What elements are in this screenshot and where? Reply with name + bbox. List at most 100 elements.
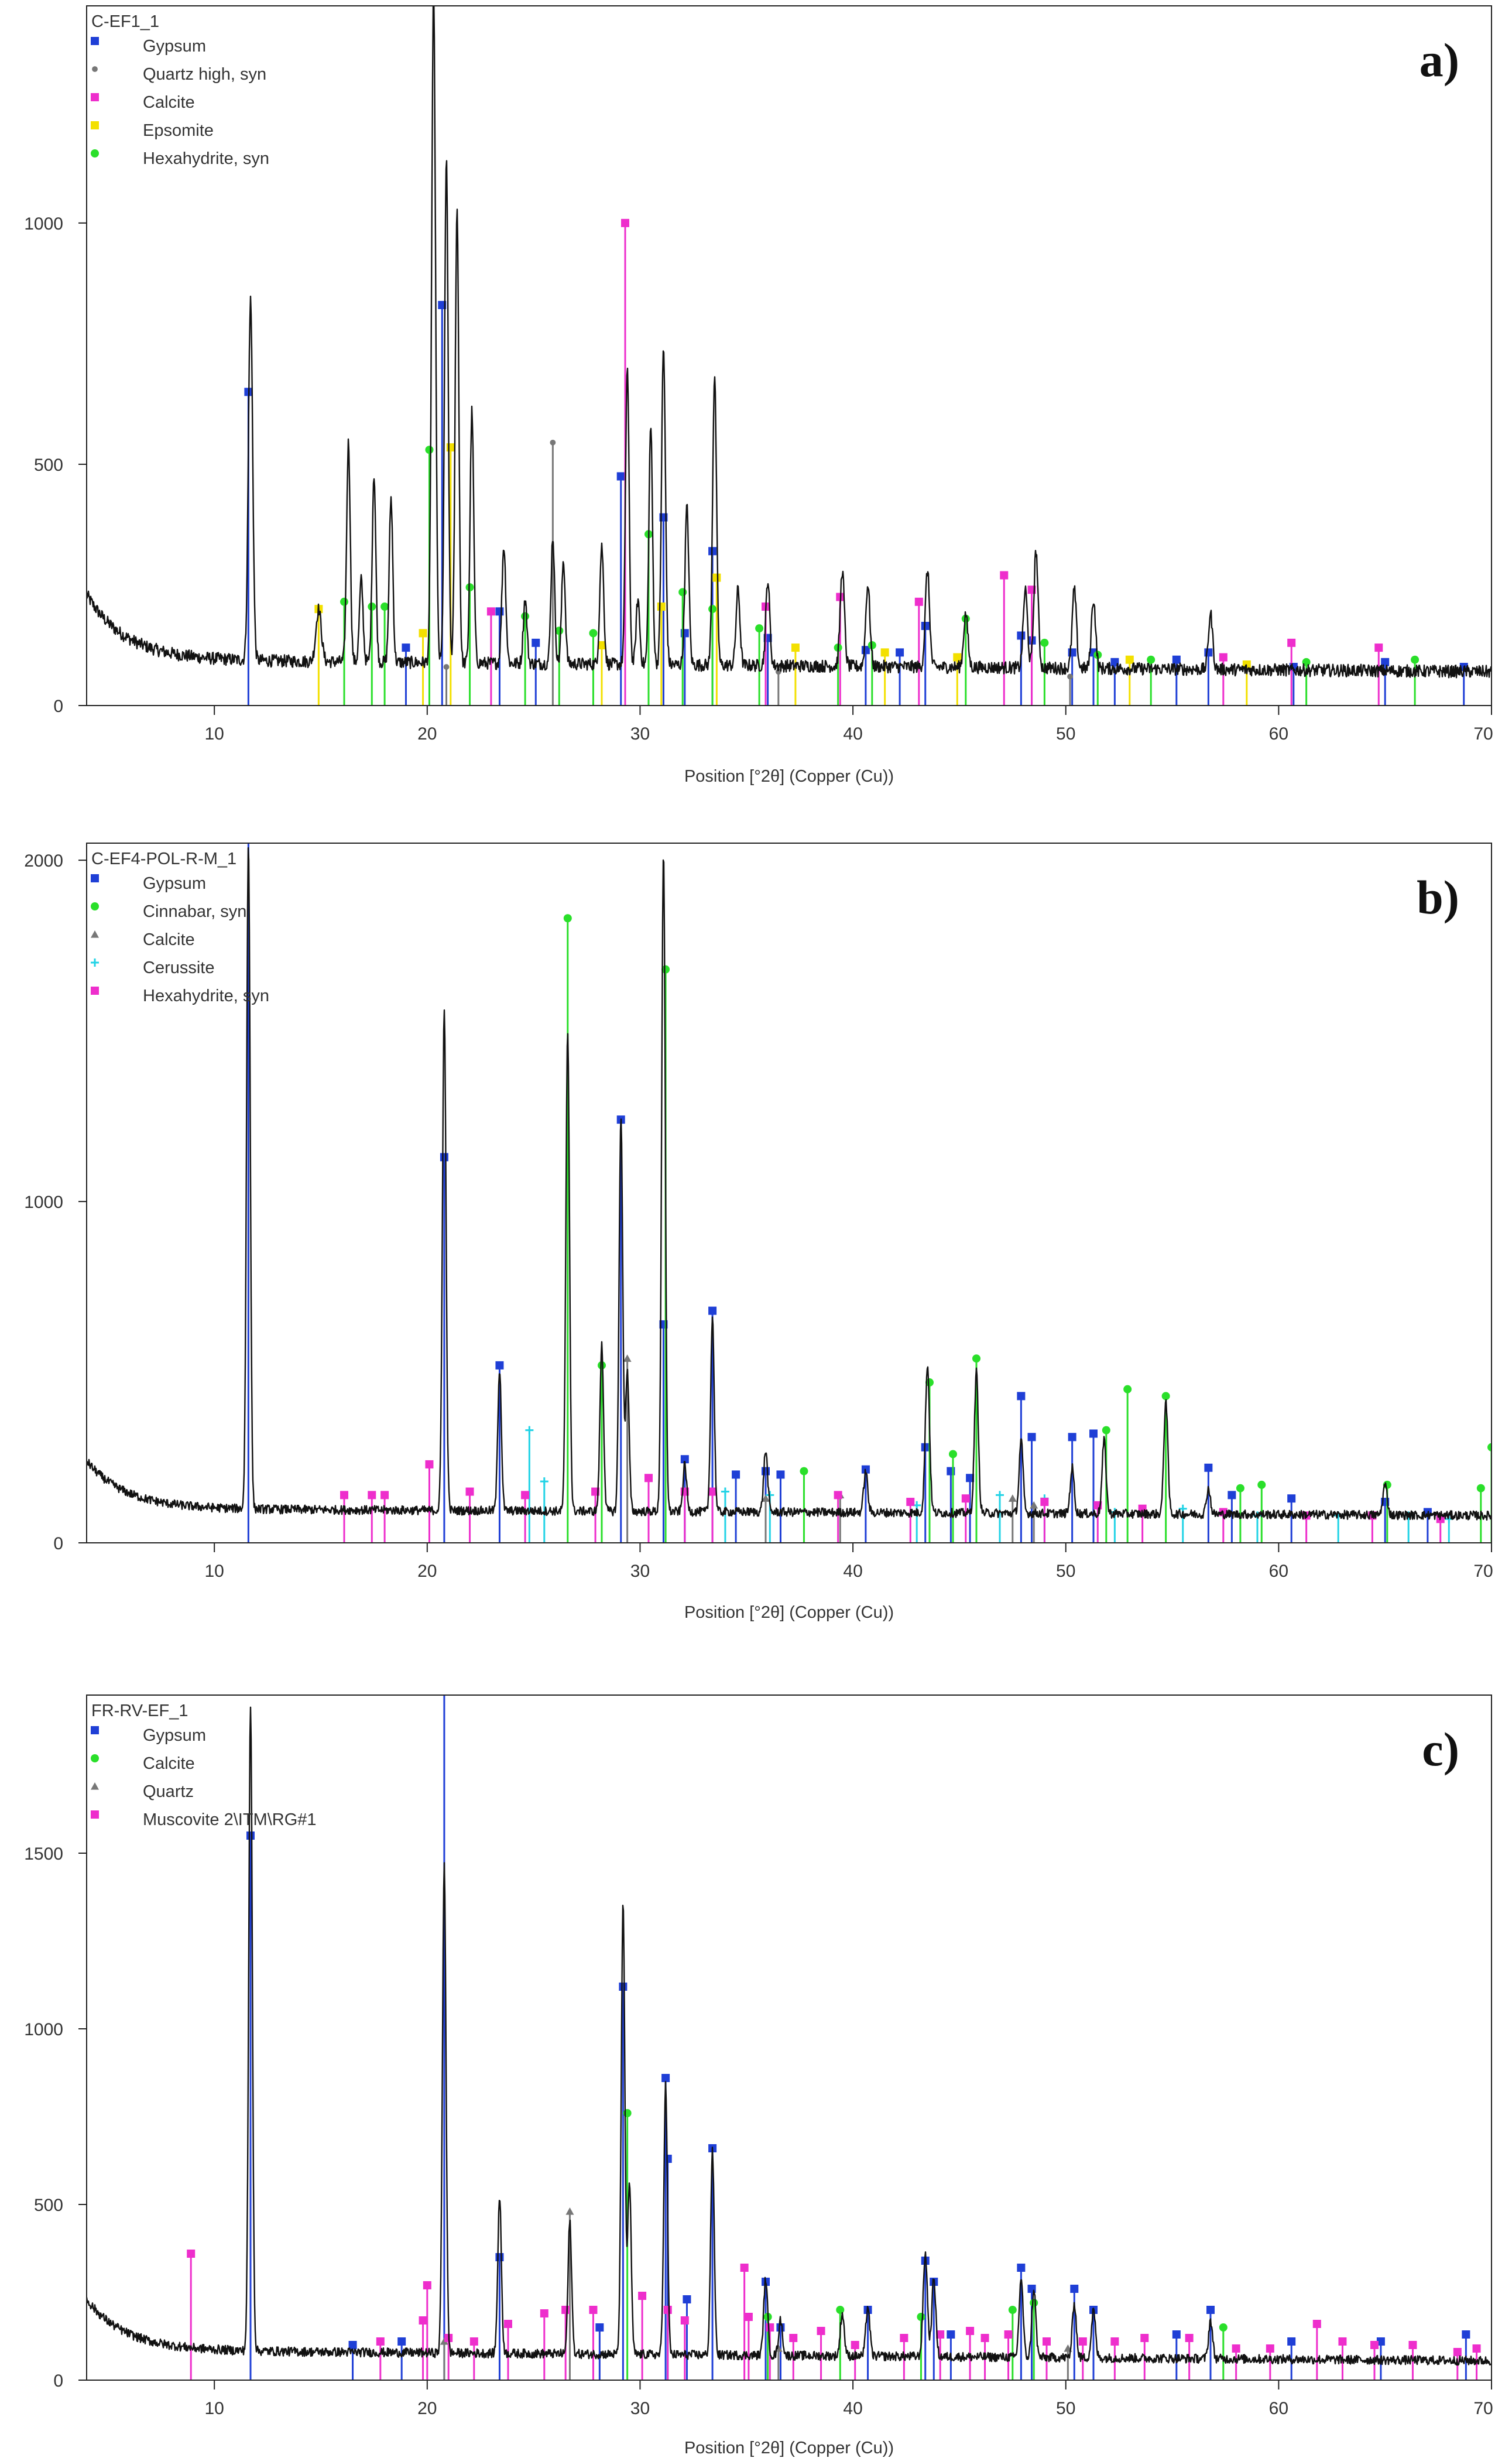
reference-marker — [540, 1477, 548, 1486]
reference-marker — [425, 1460, 434, 1468]
reference-marker — [402, 643, 410, 652]
reference-marker — [949, 1450, 957, 1459]
reference-marker — [708, 605, 717, 614]
reference-marker — [1374, 643, 1383, 652]
reference-marker — [368, 602, 376, 611]
legend-label: Epsomite — [143, 121, 214, 140]
reference-marker — [540, 2309, 548, 2317]
reference-marker — [1140, 2334, 1149, 2342]
legend: Gypsum Calcite Quartz Muscovite 2\ITM\RG#1 — [91, 1726, 317, 1829]
legend-marker-muscovite-2-itm-rg-1 — [91, 1810, 99, 1819]
reference-marker — [446, 443, 455, 452]
reference-marker — [1287, 1494, 1296, 1503]
phase-cinnabar-syn-sticks — [563, 914, 1492, 1543]
y-tick-label: 0 — [53, 2371, 63, 2391]
reference-marker — [1172, 2330, 1181, 2339]
panel-label: c) — [1422, 1723, 1459, 1776]
reference-marker — [914, 597, 923, 606]
legend-label: Hexahydrite, syn — [143, 987, 269, 1005]
reference-marker — [419, 629, 427, 638]
legend-marker-quartz — [91, 1782, 99, 1790]
reference-marker — [712, 573, 721, 582]
x-tick-label: 50 — [1056, 724, 1075, 744]
reference-marker — [368, 1491, 376, 1500]
reference-marker — [800, 1467, 808, 1476]
reference-marker — [1123, 1385, 1132, 1394]
plot-area — [87, 1695, 1492, 2380]
legend-label: Calcite — [143, 930, 195, 949]
reference-marker — [1089, 1429, 1098, 1438]
reference-marker — [1017, 2264, 1026, 2272]
reference-marker — [1102, 1426, 1110, 1435]
reference-marker — [1462, 2330, 1470, 2339]
reference-marker — [762, 1494, 770, 1502]
reference-marker — [376, 2337, 385, 2346]
reference-marker — [834, 1491, 842, 1500]
reference-marker — [1287, 2337, 1296, 2346]
reference-marker — [657, 602, 666, 611]
reference-marker — [661, 2074, 670, 2082]
reference-marker — [661, 965, 670, 974]
reference-marker — [1067, 673, 1073, 680]
y-tick-label: 1500 — [24, 1844, 63, 1864]
reference-marker — [621, 218, 629, 227]
sample-name: C-EF1_1 — [91, 12, 159, 31]
x-tick-label: 30 — [630, 724, 650, 744]
panel-b: 10 20 30 40 50 60 70 0 1000 2000 Position [°2θ] (C… — [24, 829, 1493, 1622]
reference-marker — [423, 2281, 431, 2289]
x-tick-label: 30 — [630, 1562, 650, 1581]
phase-gypsum-sticks — [246, 1695, 1470, 2380]
reference-marker — [619, 1983, 628, 1991]
legend: Gypsum Cinnabar, syn Calcite Cerussite Hexah… — [91, 874, 269, 1005]
y-tick-label: 1000 — [24, 1193, 63, 1212]
legend-label: Quartz high, syn — [143, 65, 266, 84]
legend-marker-gypsum — [91, 37, 99, 45]
x-tick-label: 20 — [417, 724, 437, 744]
legend-label: Muscovite 2\ITM\RG#1 — [143, 1810, 317, 1829]
reference-marker — [525, 1426, 534, 1435]
reference-marker — [1161, 1392, 1170, 1401]
x-tick-label: 60 — [1269, 724, 1288, 744]
reference-marker — [766, 2323, 774, 2332]
x-tick-label: 40 — [843, 724, 862, 744]
reference-marker — [495, 607, 504, 616]
reference-marker — [563, 914, 572, 923]
legend-label: Gypsum — [143, 1726, 206, 1745]
reference-marker — [504, 2320, 512, 2328]
reference-marker — [1408, 2341, 1417, 2349]
reference-marker — [732, 1470, 740, 1479]
y-tick-label: 1000 — [24, 2020, 63, 2039]
reference-marker — [966, 1474, 975, 1483]
reference-marker — [1219, 653, 1228, 662]
reference-marker — [1017, 1392, 1026, 1401]
panel-label: a) — [1420, 33, 1459, 87]
x-tick-label: 20 — [417, 2399, 437, 2418]
reference-marker — [244, 829, 252, 837]
reference-marker — [880, 648, 889, 657]
reference-marker — [486, 607, 495, 616]
phase-muscovite-2-itm-rg-1-sticks — [187, 2250, 1481, 2380]
reference-marker — [917, 2313, 925, 2321]
reference-marker — [1487, 1443, 1492, 1451]
reference-marker — [521, 1491, 530, 1500]
reference-marker — [246, 1831, 255, 1840]
reference-marker — [1206, 2306, 1215, 2314]
reference-marker — [744, 2313, 753, 2321]
measured-pattern-line — [87, 847, 1492, 1521]
y-tick-label: 500 — [34, 456, 63, 475]
x-tick-label: 70 — [1473, 724, 1493, 744]
reference-marker — [791, 643, 800, 652]
y-tick-label: 1000 — [24, 214, 63, 234]
reference-marker — [900, 2334, 908, 2342]
reference-marker — [469, 2337, 478, 2346]
x-tick-label: 60 — [1269, 1562, 1288, 1581]
reference-marker — [836, 2306, 845, 2314]
reference-marker — [616, 472, 625, 481]
reference-marker — [1185, 2334, 1194, 2342]
legend-marker-gypsum — [91, 874, 99, 882]
y-tick-label: 0 — [53, 697, 63, 716]
legend-label: Calcite — [143, 93, 195, 112]
reference-marker — [1110, 2337, 1119, 2346]
sample-name: C-EF4-POL-R-M_1 — [91, 850, 236, 868]
